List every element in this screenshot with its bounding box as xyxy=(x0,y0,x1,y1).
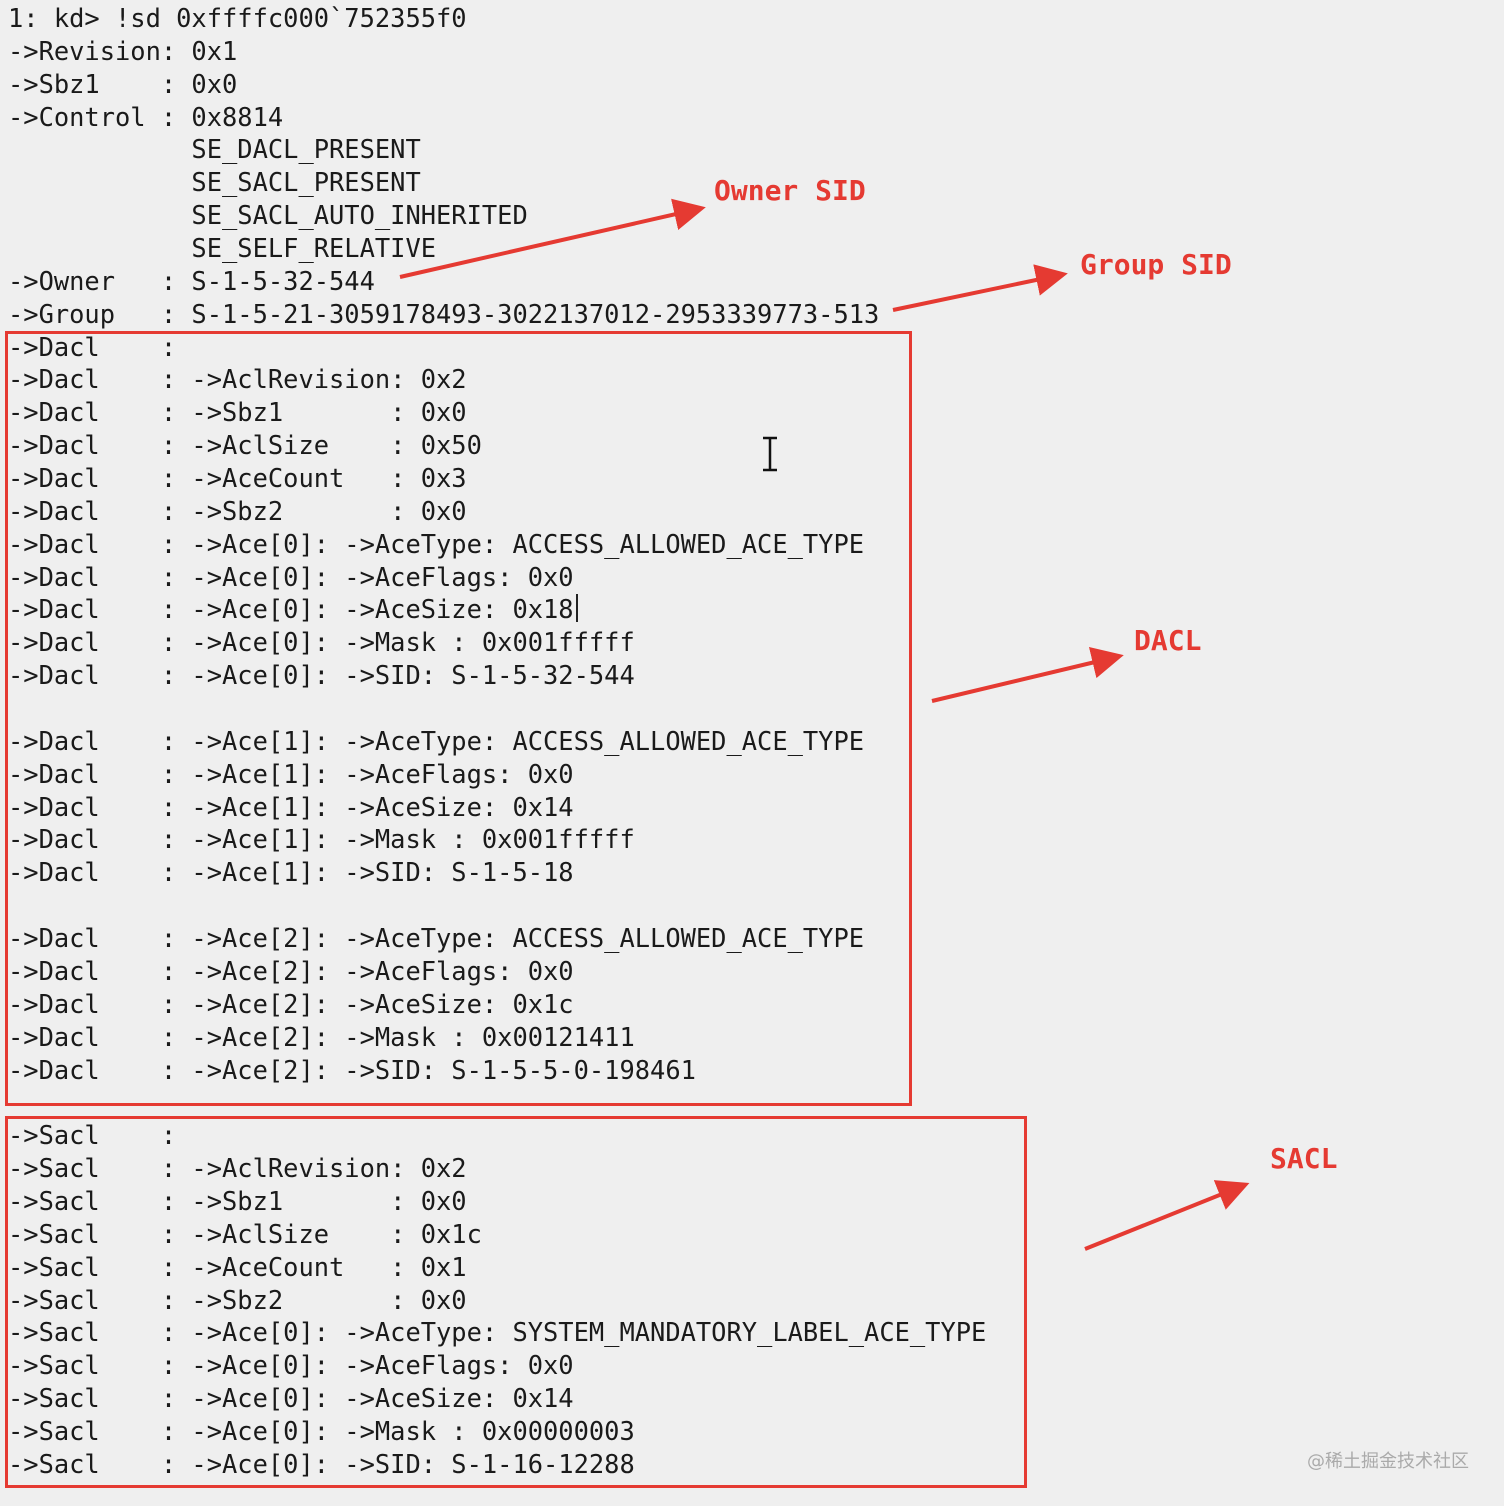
group-arrow xyxy=(892,264,1068,312)
console-line: ->Dacl : ->Ace[0]: ->AceSize: 0x18 xyxy=(8,594,574,625)
console-line: ->Dacl : ->AceCount : 0x3 xyxy=(8,463,467,494)
console-line: ->Group : S-1-5-21-3059178493-3022137012… xyxy=(8,298,880,329)
console-line: ->Owner : S-1-5-32-544 xyxy=(8,265,375,296)
console-line: ->Sacl : xyxy=(8,1120,177,1151)
ibeam-cursor-icon xyxy=(763,436,777,472)
console-line: ->Dacl : ->Sbz1 : 0x0 xyxy=(8,397,467,428)
console-line: ->Sacl : ->Ace[0]: ->AceSize: 0x14 xyxy=(8,1383,574,1414)
console-line: ->Dacl : ->Ace[2]: ->AceType: ACCESS_ALL… xyxy=(8,923,865,954)
console-line: ->Sacl : ->Ace[0]: ->Mask : 0x00000003 xyxy=(8,1415,635,1446)
console-line: ->Dacl : ->Ace[2]: ->AceSize: 0x1c xyxy=(8,988,574,1019)
console-line: ->Sbz1 : 0x0 xyxy=(8,68,238,99)
sacl-arrow xyxy=(1084,1180,1250,1251)
owner-sid-label: Owner SID xyxy=(714,174,866,207)
console-line: ->Dacl : ->Ace[1]: ->SID: S-1-5-18 xyxy=(8,857,574,888)
console-line: ->Dacl : ->Ace[0]: ->SID: S-1-5-32-544 xyxy=(8,660,635,691)
console-line: SE_SACL_PRESENT xyxy=(8,167,421,198)
console-line: ->Dacl : ->Ace[0]: ->AceFlags: 0x0 xyxy=(8,561,574,592)
console-line: ->Dacl : ->Ace[1]: ->AceType: ACCESS_ALL… xyxy=(8,725,865,756)
console-line: ->Dacl : ->Ace[1]: ->AceFlags: 0x0 xyxy=(8,758,574,789)
console-line: ->Sacl : ->Ace[0]: ->AceFlags: 0x0 xyxy=(8,1350,574,1381)
console-line: ->Dacl : ->Ace[1]: ->Mask : 0x001fffff xyxy=(8,824,635,855)
console-line: ->Dacl : xyxy=(8,331,177,362)
console-line: ->Sacl : ->AclRevision: 0x2 xyxy=(8,1153,467,1184)
console-line: ->Dacl : ->Sbz2 : 0x0 xyxy=(8,495,467,526)
dacl-arrow xyxy=(931,647,1124,703)
owner-arrow xyxy=(399,198,706,279)
console-line: ->Dacl : ->Ace[2]: ->Mask : 0x00121411 xyxy=(8,1021,635,1052)
sacl-highlight-box xyxy=(5,1116,1027,1488)
group-sid-label: Group SID xyxy=(1080,248,1232,281)
console-line: 1: kd> !sd 0xffffc000`752355f0 xyxy=(8,3,467,33)
dacl-highlight-box xyxy=(5,331,912,1106)
console-line: ->Sacl : ->Ace[0]: ->AceType: SYSTEM_MAN… xyxy=(8,1317,987,1348)
console-line: ->Revision: 0x1 xyxy=(8,35,238,66)
console-line: ->Dacl : ->Ace[2]: ->AceFlags: 0x0 xyxy=(8,955,574,986)
console-line: ->Control : 0x8814 xyxy=(8,101,284,132)
console-line: ->Sacl : ->Sbz1 : 0x0 xyxy=(8,1185,467,1216)
console-line: ->Dacl : ->Ace[2]: ->SID: S-1-5-5-0-1984… xyxy=(8,1054,696,1085)
console-line: ->Sacl : ->AceCount : 0x1 xyxy=(8,1251,467,1282)
dacl-label: DACL xyxy=(1134,624,1202,657)
console-line: ->Dacl : ->AclRevision: 0x2 xyxy=(8,364,467,395)
console-line: SE_SELF_RELATIVE xyxy=(8,233,437,264)
console-line: ->Sacl : ->Sbz2 : 0x0 xyxy=(8,1284,467,1315)
console-line: ->Dacl : ->AclSize : 0x50 xyxy=(8,430,482,461)
sacl-label: SACL xyxy=(1270,1142,1338,1175)
text-caret xyxy=(576,594,578,622)
console-line: ->Dacl : ->Ace[0]: ->Mask : 0x001fffff xyxy=(8,627,635,658)
console-line: ->Dacl : ->Ace[0]: ->AceType: ACCESS_ALL… xyxy=(8,528,865,559)
watermark: @稀土掘金技术社区 xyxy=(1307,1451,1469,1472)
console-line: SE_DACL_PRESENT xyxy=(8,134,421,165)
console-line: SE_SACL_AUTO_INHERITED xyxy=(8,200,528,231)
console-line: ->Sacl : ->AclSize : 0x1c xyxy=(8,1218,482,1249)
console-line: ->Sacl : ->Ace[0]: ->SID: S-1-16-12288 xyxy=(8,1448,635,1479)
console-line: ->Dacl : ->Ace[1]: ->AceSize: 0x14 xyxy=(8,791,574,822)
debugger-output: 1: kd> !sd 0xffffc000`752355f0 ->Revision… xyxy=(8,2,986,1481)
